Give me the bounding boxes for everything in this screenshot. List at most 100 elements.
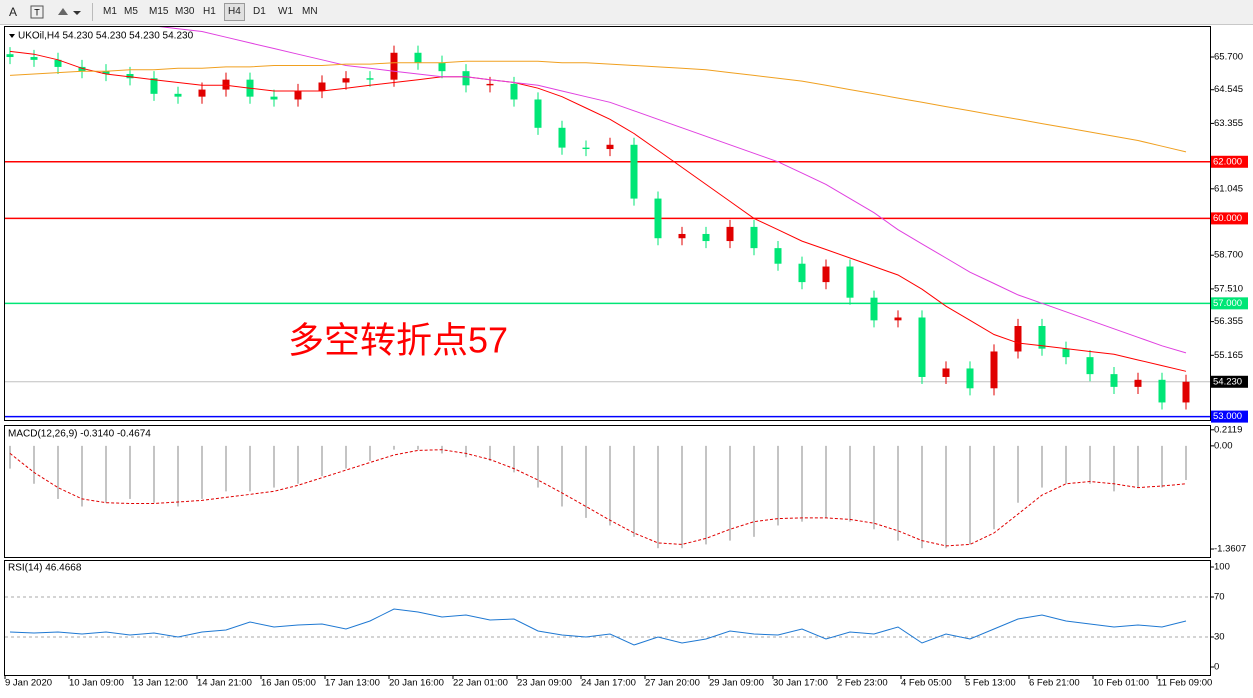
timeframe-button[interactable]: W1 — [278, 6, 293, 17]
level-label-box — [1211, 155, 1248, 168]
candle-body — [102, 71, 110, 75]
x-tick-label: 9 Jan 2020 — [5, 678, 52, 689]
y-tick-label: 63.355 — [1214, 118, 1243, 129]
candle-body — [990, 351, 998, 389]
x-tick-label: 10 Feb 01:00 — [1093, 678, 1149, 689]
x-tick-label: 13 Jan 12:00 — [133, 678, 188, 689]
y-tick-label: 61.045 — [1214, 183, 1243, 194]
candle-body — [654, 198, 662, 239]
y-tick-label: 64.545 — [1214, 84, 1243, 95]
candle-body — [702, 233, 710, 242]
candle-body — [462, 71, 470, 86]
candle-body — [1086, 357, 1094, 375]
level-label: 62.000 — [1213, 156, 1242, 167]
x-tick-label: 22 Jan 01:00 — [453, 678, 508, 689]
timeframe-button[interactable]: H4 — [224, 3, 245, 21]
x-tick-label: 6 Feb 21:00 — [1029, 678, 1080, 689]
x-tick-label: 14 Jan 21:00 — [197, 678, 252, 689]
level-label: 60.000 — [1213, 213, 1242, 224]
candle-body — [726, 226, 734, 242]
candle-body — [846, 266, 854, 298]
y-tick-label: 57.510 — [1214, 283, 1243, 294]
macd-title: MACD(12,26,9) -0.3140 -0.4674 — [8, 429, 151, 440]
y-tick-label: 58.700 — [1214, 250, 1243, 261]
x-tick-label: 30 Jan 17:00 — [773, 678, 828, 689]
candle-body — [222, 79, 230, 90]
x-tick-label: 29 Jan 09:00 — [709, 678, 764, 689]
candle-body — [78, 66, 86, 72]
x-tick-label: 20 Jan 16:00 — [389, 678, 444, 689]
candle-body — [366, 78, 374, 80]
level-label: 54.230 — [1213, 376, 1242, 387]
label-tool[interactable]: T — [30, 5, 44, 19]
toolbar: A T M1 M5 M15 M30 H1 H4 D1 W1 MN — [0, 0, 1253, 25]
candle-body — [606, 144, 614, 150]
svg-text:T: T — [34, 7, 40, 17]
candle-body — [1062, 348, 1070, 358]
level-label: 57.000 — [1213, 298, 1242, 309]
candle-body — [774, 248, 782, 264]
x-tick-label: 11 Feb 09:00 — [1157, 678, 1212, 689]
y-tick-label: 0 — [1214, 662, 1219, 673]
y-tick-label: 0.2119 — [1214, 424, 1242, 435]
candle-body — [798, 263, 806, 283]
candle-body — [54, 59, 62, 67]
candle-body — [582, 147, 590, 150]
candle-body — [894, 317, 902, 321]
candle-body — [318, 82, 326, 91]
level-label-box — [1211, 297, 1248, 310]
timeframe-button[interactable]: H1 — [203, 6, 216, 17]
candle-body — [414, 52, 422, 63]
candle-body — [750, 226, 758, 249]
y-tick-label: 70 — [1214, 592, 1225, 603]
candle-body — [1038, 325, 1046, 349]
candle-body — [486, 83, 494, 86]
shapes-tool[interactable] — [56, 5, 82, 19]
candle-body — [30, 57, 38, 60]
timeframe-button[interactable]: M30 — [175, 6, 195, 17]
y-tick-label: 100 — [1214, 562, 1230, 573]
candle-body — [294, 90, 302, 100]
moving-average — [9, 60, 1187, 153]
timeframe-button[interactable]: M5 — [124, 6, 138, 17]
y-tick-label: -1.3607 — [1214, 544, 1246, 555]
y-tick-label: 65.700 — [1214, 52, 1243, 63]
moving-average — [9, 50, 1187, 372]
candle-body — [1014, 325, 1022, 352]
main-title: UKOil,H4 54.230 54.230 54.230 54.230 — [18, 31, 194, 42]
chart: UKOil,H4 54.230 54.230 54.230 54.230 MAC… — [4, 26, 1248, 689]
timeframe-button[interactable]: MN — [302, 6, 318, 17]
level-label-box — [1211, 375, 1248, 388]
menu-arrow — [9, 34, 15, 38]
rsi-line — [9, 608, 1187, 646]
candle-body — [966, 368, 974, 389]
rsi-plot — [5, 596, 1210, 646]
x-tick-label: 2 Feb 23:00 — [837, 678, 888, 689]
candle-body — [1134, 379, 1142, 387]
text-tool[interactable]: A — [9, 5, 18, 19]
timeframe-button[interactable]: M1 — [103, 6, 117, 17]
y-tick-label: 56.355 — [1214, 316, 1243, 327]
candle-body — [1158, 379, 1166, 403]
y-tick-label: 0.00 — [1214, 440, 1233, 451]
candle-body — [1182, 381, 1190, 403]
macd-plot — [9, 445, 1187, 549]
x-tick-label: 16 Jan 05:00 — [261, 678, 316, 689]
timeframe-button[interactable]: D1 — [253, 6, 266, 17]
separator — [92, 3, 93, 21]
candle-body — [942, 368, 950, 377]
candle-body — [870, 297, 878, 321]
x-tick-label: 27 Jan 20:00 — [645, 678, 700, 689]
x-tick-label: 4 Feb 05:00 — [901, 678, 952, 689]
rsi-title: RSI(14) 46.4668 — [8, 563, 82, 574]
x-tick-label: 23 Jan 09:00 — [517, 678, 572, 689]
candle-body — [918, 317, 926, 377]
timeframe-button[interactable]: M15 — [149, 6, 169, 17]
level-label-box — [1211, 410, 1248, 423]
main-panel — [4, 26, 1211, 421]
candle-body — [126, 74, 134, 79]
price-plot — [5, 27, 1210, 418]
candle-body — [270, 96, 278, 100]
candle-body — [534, 99, 542, 128]
